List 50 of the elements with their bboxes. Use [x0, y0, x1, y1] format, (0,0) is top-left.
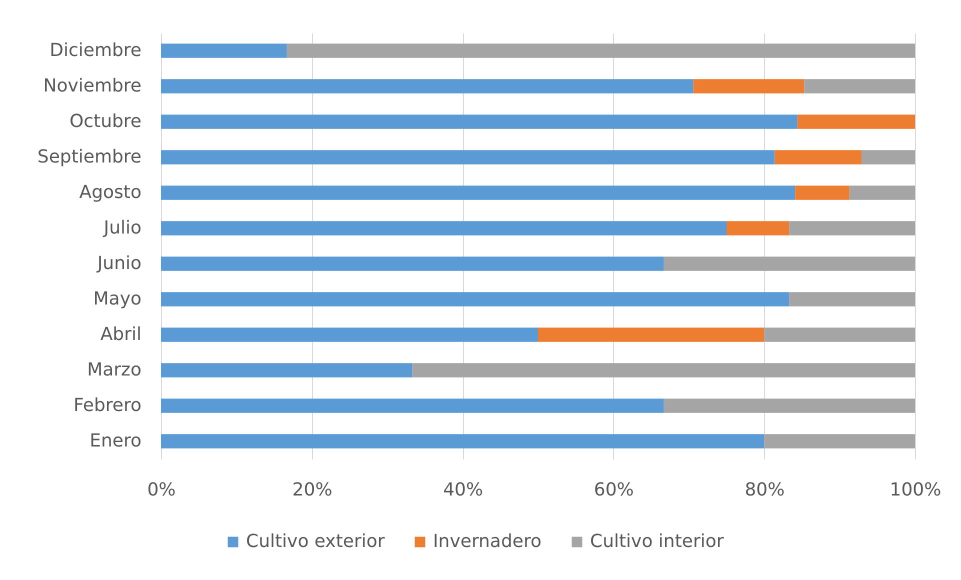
bar [161, 186, 796, 200]
bar [664, 256, 915, 271]
y-tick-label: Septiembre [37, 146, 142, 168]
bar [789, 292, 915, 306]
x-tick-label: 100% [890, 480, 942, 500]
y-tick-label: Abril [100, 324, 142, 345]
bar [161, 398, 664, 413]
bar [664, 398, 915, 413]
bar [861, 150, 915, 164]
bar [849, 186, 915, 200]
bar [161, 434, 764, 448]
bar [161, 44, 287, 58]
legend-label: Invernadero [433, 531, 542, 552]
bar [161, 292, 790, 306]
y-tick-label: Noviembre [43, 75, 142, 96]
x-tick-label: 60% [594, 480, 634, 500]
bar [412, 363, 915, 378]
y-tick-label: Diciembre [50, 40, 142, 61]
bar [161, 221, 726, 236]
y-tick-label: Agosto [79, 182, 142, 203]
bar [161, 150, 775, 164]
bar [764, 434, 915, 448]
legend-label: Cultivo interior [590, 531, 724, 552]
x-tick-label: 0% [147, 480, 176, 500]
bar [161, 328, 538, 342]
x-tick-label: 20% [292, 480, 332, 500]
bar [795, 186, 850, 200]
x-tick-label: 80% [744, 480, 785, 500]
bar [726, 221, 790, 236]
bar [161, 256, 664, 271]
y-tick-label: Octubre [69, 110, 142, 132]
x-tick-label: 40% [443, 480, 484, 500]
y-tick-label: Julio [102, 217, 142, 238]
y-tick-label: Enero [90, 430, 142, 452]
bar [161, 363, 412, 378]
bar [774, 150, 862, 164]
bar [797, 114, 915, 129]
y-tick-label: Mayo [93, 288, 142, 310]
y-tick-label: Junio [96, 252, 142, 274]
bar [161, 114, 798, 129]
legend-label: Cultivo exterior [246, 531, 386, 552]
y-tick-label: Marzo [87, 359, 142, 380]
bar [764, 328, 915, 342]
bar [789, 221, 915, 236]
bar [538, 328, 764, 342]
y-tick-label: Febrero [74, 394, 142, 416]
bar [693, 79, 804, 94]
bar [804, 79, 915, 94]
bar [161, 79, 694, 94]
bar [286, 44, 915, 58]
